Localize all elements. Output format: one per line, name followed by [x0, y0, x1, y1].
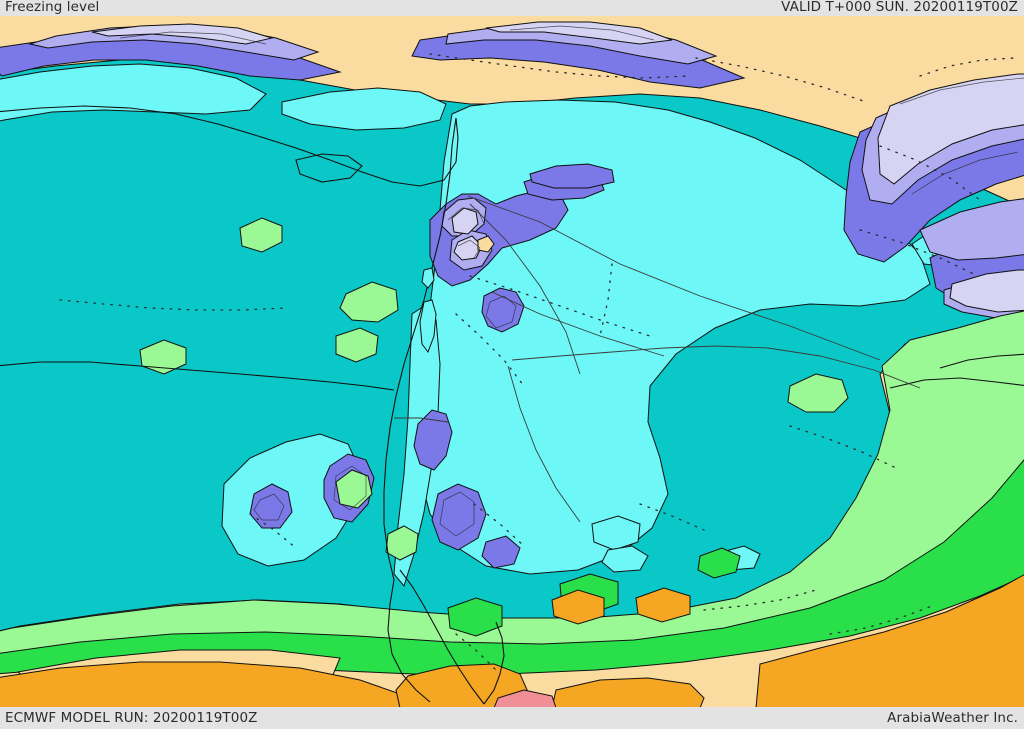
page-title: Freezing level — [5, 0, 100, 15]
valid-time-label: VALID T+000 SUN. 20200119T00Z — [781, 0, 1018, 15]
header-bar: Freezing level VALID T+000 SUN. 20200119… — [0, 0, 1024, 16]
political-border-layer — [394, 195, 921, 523]
model-run-label: ECMWF MODEL RUN: 20200119T00Z — [5, 710, 258, 726]
provider-brand-label: ArabiaWeather Inc. — [887, 710, 1018, 726]
freezing-level-contour-plot — [0, 14, 1024, 708]
contour-band-lavender — [28, 21, 1024, 319]
contour-band-orange — [0, 574, 1024, 708]
dotted-border-layer — [59, 53, 1015, 673]
inland-water-layer — [419, 267, 437, 354]
coastline-layer — [0, 105, 1024, 705]
footer-bar: ECMWF MODEL RUN: 20200119T00Z ArabiaWeat… — [0, 707, 1024, 729]
forecast-map-canvas[interactable] — [0, 14, 1024, 708]
contour-line-layer — [119, 25, 1024, 537]
contour-band-green — [0, 217, 1024, 675]
